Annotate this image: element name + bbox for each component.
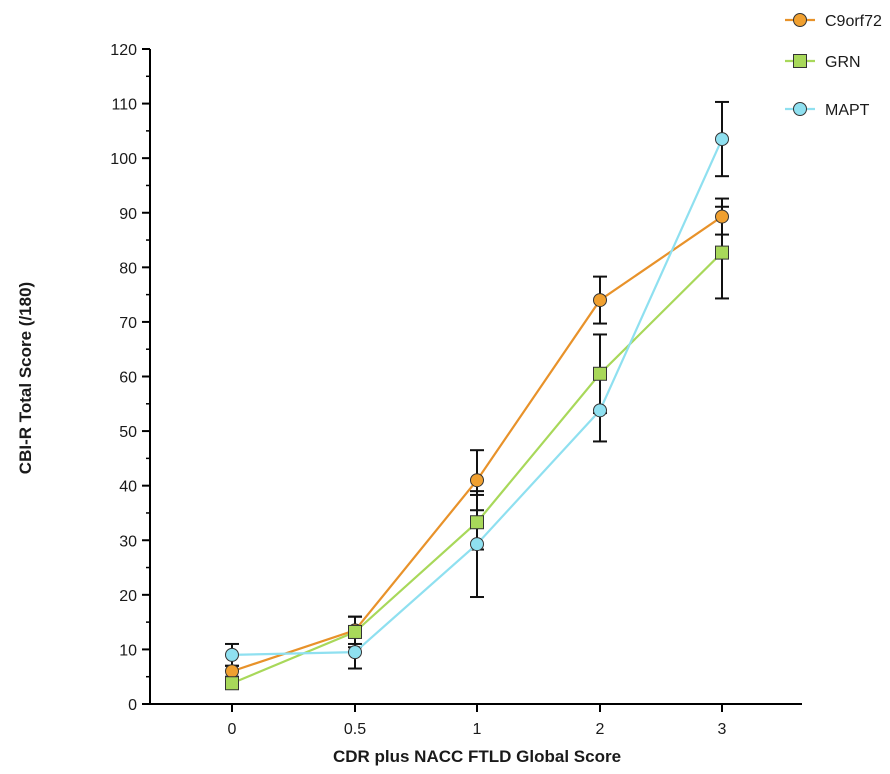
data-point [348, 624, 362, 639]
y-tick-label: 0 [128, 697, 137, 714]
y-tick-label: 120 [110, 42, 137, 59]
markers [225, 132, 729, 691]
axes: 0 10 20 30 40 50 60 70 80 90 100 110 120 0 0.5 1 2 3 [110, 42, 802, 738]
series-lines [231, 138, 724, 685]
x-axis-title: CDR plus NACC FTLD Global Score [333, 747, 621, 766]
y-axis-title: CBI-R Total Score (/180) [16, 282, 35, 474]
data-point [715, 245, 729, 260]
data-point [593, 366, 607, 381]
data-point [593, 293, 607, 308]
y-tick-label: 20 [119, 588, 137, 605]
x-tick-label: 3 [718, 721, 727, 738]
legend-label: GRN [825, 54, 861, 71]
x-tick-label: 0 [228, 721, 237, 738]
data-point [593, 403, 607, 418]
y-tick-label: 60 [119, 370, 137, 387]
y-tick-label: 10 [119, 642, 137, 659]
y-tick-label: 70 [119, 315, 137, 332]
data-point [715, 132, 729, 147]
data-point [348, 645, 362, 660]
x-tick-label: 2 [596, 721, 605, 738]
y-tick-label: 80 [119, 260, 137, 277]
y-tick-label: 30 [119, 533, 137, 550]
error-bars [225, 100, 729, 690]
x-tick-label: 1 [473, 721, 482, 738]
y-tick-label: 40 [119, 479, 137, 496]
data-point [225, 647, 239, 662]
data-point [470, 515, 484, 530]
y-tick-label: 110 [111, 97, 137, 114]
x-tick-label: 0.5 [344, 721, 366, 738]
y-tick-label: 50 [119, 424, 137, 441]
y-tick-label: 90 [119, 206, 137, 223]
y-tick-label: 100 [110, 151, 137, 168]
legend-marker [793, 54, 807, 68]
legend-marker [793, 102, 807, 116]
data-point [715, 209, 729, 224]
data-point [470, 537, 484, 552]
legend-marker [793, 13, 807, 27]
legend: C9orf72 GRN MAPT [785, 13, 882, 119]
data-point [470, 473, 484, 488]
legend-label: C9orf72 [825, 13, 882, 30]
data-point [225, 676, 239, 691]
legend-label: MAPT [825, 102, 870, 119]
series-line [231, 215, 723, 673]
data-point [225, 664, 239, 679]
